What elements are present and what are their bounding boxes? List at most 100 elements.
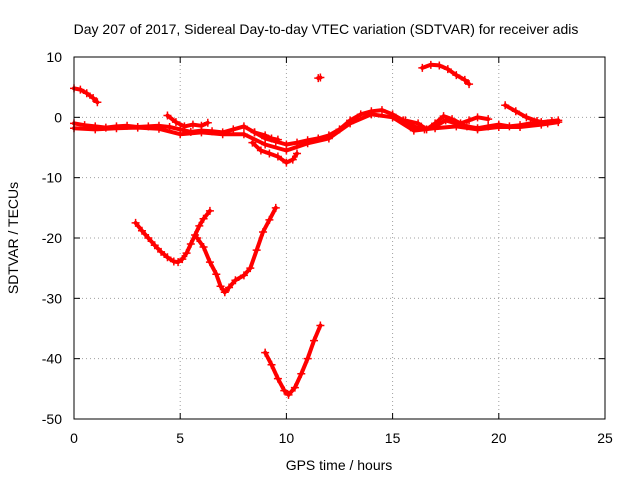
data-point bbox=[297, 369, 306, 378]
data-point bbox=[288, 155, 297, 164]
data-point bbox=[112, 124, 121, 133]
data-point bbox=[377, 106, 386, 115]
data-point bbox=[316, 321, 325, 330]
data-point bbox=[533, 116, 542, 125]
data-point bbox=[239, 271, 248, 280]
x-tick-label: 20 bbox=[491, 430, 507, 446]
data-point bbox=[150, 241, 159, 250]
data-point bbox=[473, 113, 482, 122]
data-point bbox=[452, 71, 461, 80]
data-point bbox=[154, 124, 163, 133]
x-axis-label: GPS time / hours bbox=[286, 457, 393, 473]
series-line bbox=[72, 86, 100, 105]
data-point bbox=[290, 383, 299, 392]
data-point bbox=[522, 113, 531, 122]
series-line bbox=[195, 205, 278, 295]
data-point bbox=[252, 246, 261, 255]
data-point bbox=[246, 264, 255, 273]
data-point bbox=[448, 115, 457, 124]
x-tick-label: 0 bbox=[70, 430, 78, 446]
data-point bbox=[188, 120, 197, 129]
data-point bbox=[414, 119, 423, 128]
data-point bbox=[197, 121, 206, 130]
data-point bbox=[239, 122, 248, 131]
data-point bbox=[239, 130, 248, 139]
data-point bbox=[163, 111, 172, 120]
data-point bbox=[388, 113, 397, 122]
data-point bbox=[199, 243, 208, 252]
data-point bbox=[171, 118, 180, 127]
data-point bbox=[293, 149, 302, 158]
axis-ticks: 0 5 10 15 20 25 -50 -40 -30 -20 -10 0 10 bbox=[42, 49, 613, 446]
track-dip-10h bbox=[248, 138, 302, 167]
data-point bbox=[180, 122, 189, 131]
data-point bbox=[516, 122, 525, 131]
data-point bbox=[426, 60, 435, 69]
data-point bbox=[494, 122, 503, 131]
data-point bbox=[422, 125, 431, 134]
data-point bbox=[439, 112, 448, 121]
data-point bbox=[316, 73, 325, 82]
data-point bbox=[182, 249, 191, 258]
data-point bbox=[409, 126, 418, 135]
track-start-decline bbox=[70, 84, 102, 107]
y-axis-label: SDTVAR / TECUs bbox=[5, 182, 21, 294]
data-point bbox=[261, 140, 270, 149]
track-lower-band bbox=[70, 110, 563, 155]
data-point bbox=[229, 125, 238, 134]
data-point bbox=[435, 61, 444, 70]
data-point bbox=[452, 122, 461, 131]
data-point bbox=[431, 119, 440, 128]
x-tick-label: 25 bbox=[597, 430, 613, 446]
data-point bbox=[303, 139, 312, 148]
y-tick-label: -20 bbox=[42, 230, 62, 246]
data-point bbox=[324, 134, 333, 143]
track-v-4h bbox=[131, 206, 214, 267]
data-point bbox=[231, 276, 240, 285]
data-point bbox=[89, 94, 98, 103]
data-point bbox=[303, 354, 312, 363]
data-point bbox=[284, 390, 293, 399]
data-point bbox=[225, 283, 234, 292]
grid-lines bbox=[74, 57, 605, 419]
data-point bbox=[212, 270, 221, 279]
track-isolated-11h bbox=[314, 73, 325, 83]
data-point bbox=[401, 116, 410, 125]
track-bump-9h bbox=[250, 128, 282, 144]
data-point bbox=[271, 203, 280, 212]
y-tick-label: -50 bbox=[42, 411, 62, 427]
data-point bbox=[465, 80, 474, 89]
data-point bbox=[473, 125, 482, 134]
data-point bbox=[91, 125, 100, 134]
y-tick-label: -40 bbox=[42, 351, 62, 367]
track-v-7h bbox=[193, 203, 280, 297]
data-point bbox=[250, 128, 259, 137]
data-point bbox=[259, 227, 268, 236]
series-line bbox=[263, 323, 323, 397]
data-point bbox=[456, 119, 465, 128]
track-arc-16-19h bbox=[401, 112, 493, 134]
data-point bbox=[460, 75, 469, 84]
track-spike-20h bbox=[501, 101, 552, 128]
data-point bbox=[484, 115, 493, 124]
x-tick-label: 10 bbox=[279, 430, 295, 446]
data-point bbox=[443, 65, 452, 74]
plot-frame bbox=[73, 56, 606, 420]
data-point bbox=[511, 107, 520, 116]
data-point bbox=[310, 336, 319, 345]
track-v-10h bbox=[261, 321, 325, 399]
y-tick-label: -10 bbox=[42, 170, 62, 186]
data-point bbox=[144, 234, 153, 242]
data-point bbox=[261, 131, 270, 140]
y-tick-label: 0 bbox=[54, 109, 62, 125]
track-peak-17h bbox=[418, 60, 474, 89]
data-point bbox=[195, 221, 204, 230]
data-point bbox=[346, 119, 355, 128]
data-point bbox=[216, 282, 225, 291]
data-point bbox=[367, 110, 376, 119]
data-point bbox=[265, 149, 274, 158]
series-line bbox=[420, 62, 472, 87]
data-series bbox=[70, 60, 563, 399]
data-point bbox=[176, 130, 185, 139]
data-point bbox=[82, 89, 91, 98]
